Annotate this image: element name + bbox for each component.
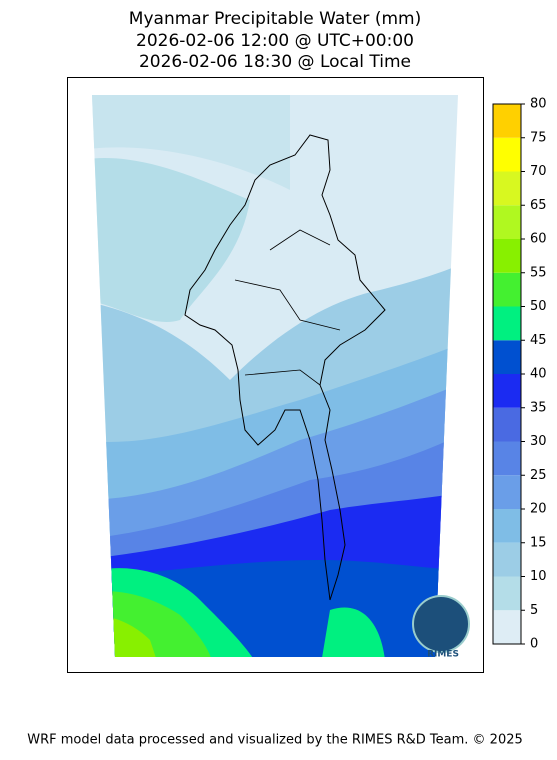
colorbar-tick-label: 25 <box>530 468 547 483</box>
colorbar-band <box>493 407 521 442</box>
colorbar-band <box>493 509 521 543</box>
logo-text: RIMES <box>427 650 459 660</box>
colorbar-tick-label: 20 <box>530 502 547 517</box>
title-line: 2026-02-06 12:00 @ UTC+00:00 <box>136 31 414 51</box>
colorbar-tick-label: 45 <box>530 333 547 348</box>
colorbar-band <box>493 441 521 476</box>
colorbar-tick-label: 15 <box>530 535 547 550</box>
colorbar: 0 5 10 15 20 25 30 35 40 45 50 55 60 65 70 75 80 <box>492 97 547 652</box>
colorbar-band <box>493 306 521 341</box>
colorbar-tick-label: 60 <box>530 232 547 247</box>
title-line: Myanmar Precipitable Water (mm) <box>129 9 421 29</box>
colorbar-band <box>493 374 521 408</box>
colorbar-tick-label: 70 <box>530 164 547 179</box>
colorbar-tick-label: 65 <box>530 198 547 213</box>
colorbar-band <box>493 205 521 239</box>
colorbar-band <box>493 137 521 172</box>
footer: WRF model data processed and visualized … <box>27 733 523 748</box>
colorbar-tick-label: 55 <box>530 265 547 280</box>
colorbar-band <box>493 340 521 374</box>
colorbar-band <box>493 542 521 577</box>
colorbar-band <box>493 475 521 509</box>
colorbar-tick-label: 10 <box>530 569 547 584</box>
colorbar-band <box>493 272 521 307</box>
colorbar-tick-label: 50 <box>530 299 547 314</box>
colorbar-band <box>493 171 521 206</box>
colorbar-band <box>493 610 521 644</box>
colorbar-band <box>493 104 521 138</box>
title-line: 2026-02-06 18:30 @ Local Time <box>139 52 411 72</box>
map: RIMES <box>67 77 484 673</box>
colorbar-tick-label: 35 <box>530 400 547 415</box>
colorbar-tick-label: 5 <box>530 603 538 618</box>
logo: RIMES <box>412 595 470 660</box>
colorbar-tick-label: 75 <box>530 130 547 145</box>
colorbar-tick-label: 30 <box>530 434 547 449</box>
colorbar-tick-label: 80 <box>530 97 547 112</box>
colorbar-band <box>493 576 521 611</box>
colorbar-tick-label: 0 <box>530 637 538 652</box>
colorbar-band <box>493 239 521 273</box>
colorbar-tick-label: 40 <box>530 367 547 382</box>
